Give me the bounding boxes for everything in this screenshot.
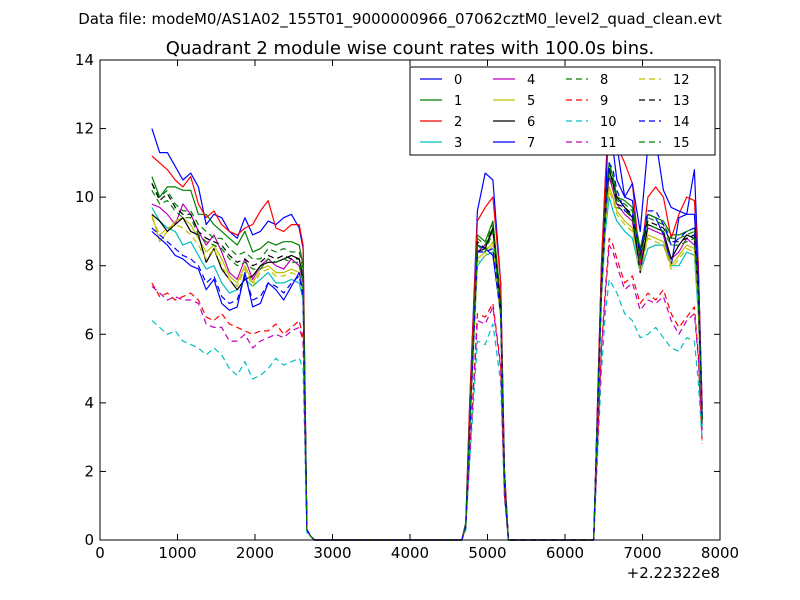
legend-label-5: 5 bbox=[527, 94, 535, 109]
legend-label-7: 7 bbox=[527, 136, 535, 151]
y-tick-label: 6 bbox=[84, 325, 94, 343]
y-tick-label: 2 bbox=[84, 462, 94, 480]
legend-label-2: 2 bbox=[454, 115, 462, 130]
x-tick-label: 7000 bbox=[623, 544, 661, 562]
y-tick-label: 8 bbox=[84, 257, 94, 275]
legend-label-6: 6 bbox=[527, 115, 535, 130]
y-tick-label: 12 bbox=[75, 120, 94, 138]
legend-label-11: 11 bbox=[600, 136, 617, 151]
y-tick-label: 14 bbox=[75, 51, 94, 69]
legend-label-0: 0 bbox=[454, 73, 462, 88]
x-tick-label: 5000 bbox=[468, 544, 506, 562]
legend-label-13: 13 bbox=[673, 94, 690, 109]
legend-label-4: 4 bbox=[527, 73, 535, 88]
series-line-10 bbox=[151, 278, 703, 541]
legend-label-14: 14 bbox=[673, 115, 690, 130]
legend-label-10: 10 bbox=[600, 115, 617, 130]
x-tick-label: 2000 bbox=[236, 544, 274, 562]
legend-label-3: 3 bbox=[454, 136, 462, 151]
x-offset-label: +2.22322e8 bbox=[627, 564, 720, 582]
x-tick-label: 3000 bbox=[313, 544, 351, 562]
legend-label-12: 12 bbox=[673, 73, 690, 88]
series-layer bbox=[151, 97, 703, 541]
x-tick-label: 8000 bbox=[701, 544, 739, 562]
x-tick-label: 4000 bbox=[391, 544, 429, 562]
figure-suptitle: Data file: modeM0/AS1A02_155T01_90000009… bbox=[78, 10, 722, 29]
legend-label-15: 15 bbox=[673, 136, 690, 151]
legend-label-9: 9 bbox=[600, 94, 608, 109]
legend-label-8: 8 bbox=[600, 73, 608, 88]
series-line-15 bbox=[151, 172, 703, 541]
y-tick-label: 4 bbox=[84, 394, 94, 412]
tick-layer: 0 1000 2000 3000 4000 5000 6000 7000 80000246810… bbox=[75, 51, 739, 562]
series-line-12 bbox=[151, 189, 703, 541]
legend-box bbox=[409, 66, 716, 156]
y-tick-label: 10 bbox=[75, 188, 94, 206]
chart-title: Quadrant 2 module wise count rates with … bbox=[166, 38, 655, 59]
legend-label-1: 1 bbox=[454, 94, 462, 109]
x-tick-label: 6000 bbox=[546, 544, 584, 562]
series-line-14 bbox=[151, 162, 703, 541]
y-tick-label: 0 bbox=[84, 531, 94, 549]
x-tick-label: 1000 bbox=[158, 544, 196, 562]
x-tick-label: 0 bbox=[95, 544, 105, 562]
